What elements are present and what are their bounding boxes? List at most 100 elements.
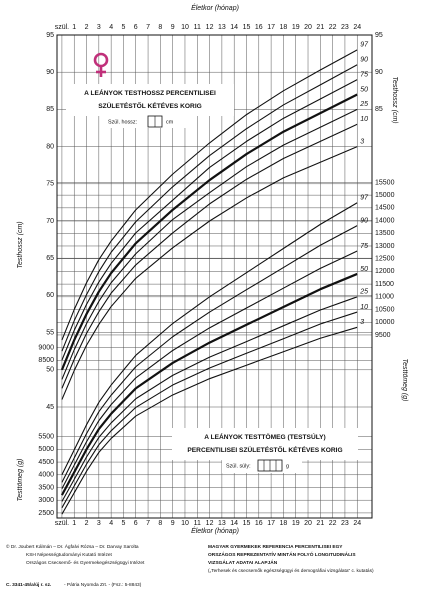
x-tick-label: 2 (85, 24, 89, 31)
x-tick-label: 19 (292, 520, 300, 527)
curve-layer (60, 49, 358, 515)
x-tick-label: 10 (181, 24, 189, 31)
footer-institute: Országos Csecsemő- és Gyermekegészségügy… (26, 560, 145, 566)
y-tick-label: 15000 (375, 192, 395, 199)
length-title-box: A LEÁNYOK TESTHOSSZ PERCENTILISEI SZÜLET… (66, 84, 234, 128)
percentile-curve (61, 64, 358, 352)
x-tick-label: 23 (341, 24, 349, 31)
x-axis-title-bottom: Életkor (hónap) (191, 526, 239, 535)
x-tick-label: 11 (194, 520, 201, 527)
y-tick-label: 11500 (375, 281, 394, 288)
footer: © Dr. Joubert Kálmán – Dr. Ágfalvi Rózsa… (6, 543, 374, 588)
x-tick-label: 14 (230, 24, 238, 31)
plot-frame (56, 34, 373, 519)
x-tick-label: 12 (206, 520, 214, 527)
y-tick-label: 8500 (38, 357, 54, 364)
percentile-curve (60, 272, 358, 496)
curve-label: 50 (360, 266, 368, 273)
y-tick-label: 75 (46, 181, 54, 188)
birth-weight-unit: g (286, 463, 289, 469)
x-tick-label: szül. (55, 24, 69, 31)
y-tick-label: 13000 (375, 243, 395, 250)
y-tick-label: 3500 (38, 484, 54, 491)
percentile-curve (61, 108, 358, 380)
curve-label: 25 (359, 101, 368, 108)
y-tick-label: 12500 (375, 256, 395, 263)
curve-label: 75 (360, 71, 368, 78)
footer-authors: © Dr. Joubert Kálmán – Dr. Ágfalvi Rózsa… (6, 543, 139, 550)
y-tick-label: 5500 (38, 433, 54, 440)
x-tick-label: 21 (316, 24, 324, 31)
length-title: A LEÁNYOK TESTHOSSZ PERCENTILISEI (84, 88, 216, 97)
x-tick-label: 24 (353, 520, 361, 527)
length-subtitle: SZÜLETÉSTŐL KÉTÉVES KORIG (98, 101, 202, 110)
x-tick-label: 16 (255, 520, 263, 527)
y-axis-title-left-length: Testhossz (cm) (17, 221, 24, 268)
x-tick-label: 19 (292, 24, 300, 31)
x-tick-label: 1 (72, 24, 76, 31)
y-tick-label: 95 (46, 32, 54, 39)
birth-length-unit: cm (166, 119, 174, 125)
y-tick-label: 15500 (375, 179, 395, 186)
x-tick-label: 1 (72, 520, 76, 527)
y-tick-label: 50 (46, 367, 54, 374)
title-bg (66, 84, 234, 116)
y-tick-label: 95 (375, 32, 383, 39)
x-tick-label: 12 (206, 24, 214, 31)
x-tick-label: 4 (109, 24, 113, 31)
x-tick-label: 13 (218, 24, 226, 31)
x-tick-label: 10 (181, 520, 189, 527)
x-tick-label: 18 (280, 24, 288, 31)
y-tick-label: 85 (375, 106, 383, 113)
percentile-curve (61, 146, 358, 400)
footer-source: („Terhesek és csecsemők egészségügyi és … (208, 568, 374, 574)
birth-weight-label: Szül. súly: (226, 463, 251, 469)
weight-title-box: A LEÁNYOK TESTTÖMEG (TESTSÚLY) PERCENTIL… (172, 428, 358, 473)
y-tick-label: 9500 (375, 332, 391, 339)
curve-label: 75 (360, 243, 368, 250)
footer-printer: - Pátria Nyomda Zrt. - (Fsz.: 5-8843) (64, 582, 142, 588)
x-tick-label: 24 (353, 24, 361, 31)
percentile-curve (61, 326, 358, 515)
y-axis-title-right-length: Testhossz (cm) (391, 76, 398, 123)
title-bg (172, 428, 358, 460)
x-tick-label: 3 (97, 24, 101, 31)
y-tick-label: 70 (46, 218, 54, 225)
percentile-curve (61, 49, 358, 341)
x-tick-label: 22 (329, 520, 337, 527)
y-tick-label: 45 (46, 404, 54, 411)
x-tick-label: 17 (267, 24, 275, 31)
y-tick-label: 65 (46, 255, 54, 262)
x-tick-label: 7 (146, 24, 150, 31)
weight-title: A LEÁNYOK TESTTÖMEG (TESTSÚLY) (204, 432, 326, 441)
curve-label: 10 (360, 116, 368, 123)
x-tick-label: 8 (158, 520, 162, 527)
y-tick-label: 10500 (375, 306, 395, 313)
y-tick-label: 9000 (38, 345, 54, 352)
x-tick-label: 16 (255, 24, 263, 31)
x-tick-label: 20 (304, 24, 312, 31)
y-tick-label: 80 (46, 143, 54, 150)
y-tick-label: 5000 (38, 446, 54, 453)
footer-source: VIZSGÁLAT ADATAI ALAPJÁN (208, 559, 278, 566)
x-tick-label: 8 (158, 24, 162, 31)
birth-length-label: Szül. hossz: (108, 119, 137, 125)
y-tick-label: 3000 (38, 497, 54, 504)
x-tick-label: 5 (121, 520, 125, 527)
y-axis-title-left-weight: Testtömeg (g) (17, 459, 24, 502)
x-tick-label: 3 (97, 520, 101, 527)
x-tick-label: 15 (243, 520, 251, 527)
percentile-curve (61, 123, 358, 389)
y-tick-label: 10000 (375, 319, 395, 326)
percentile-curve (61, 250, 358, 490)
x-tick-label: 6 (134, 520, 138, 527)
y-tick-label: 85 (46, 106, 54, 113)
x-tick-label: 18 (280, 520, 288, 527)
y-tick-label: 13500 (375, 230, 395, 237)
x-tick-label: 21 (316, 520, 324, 527)
footer-code: C. 3341-45/a/új r. sz. (6, 582, 51, 588)
y-tick-label: 55 (46, 329, 54, 336)
percentile-curve (61, 202, 358, 476)
